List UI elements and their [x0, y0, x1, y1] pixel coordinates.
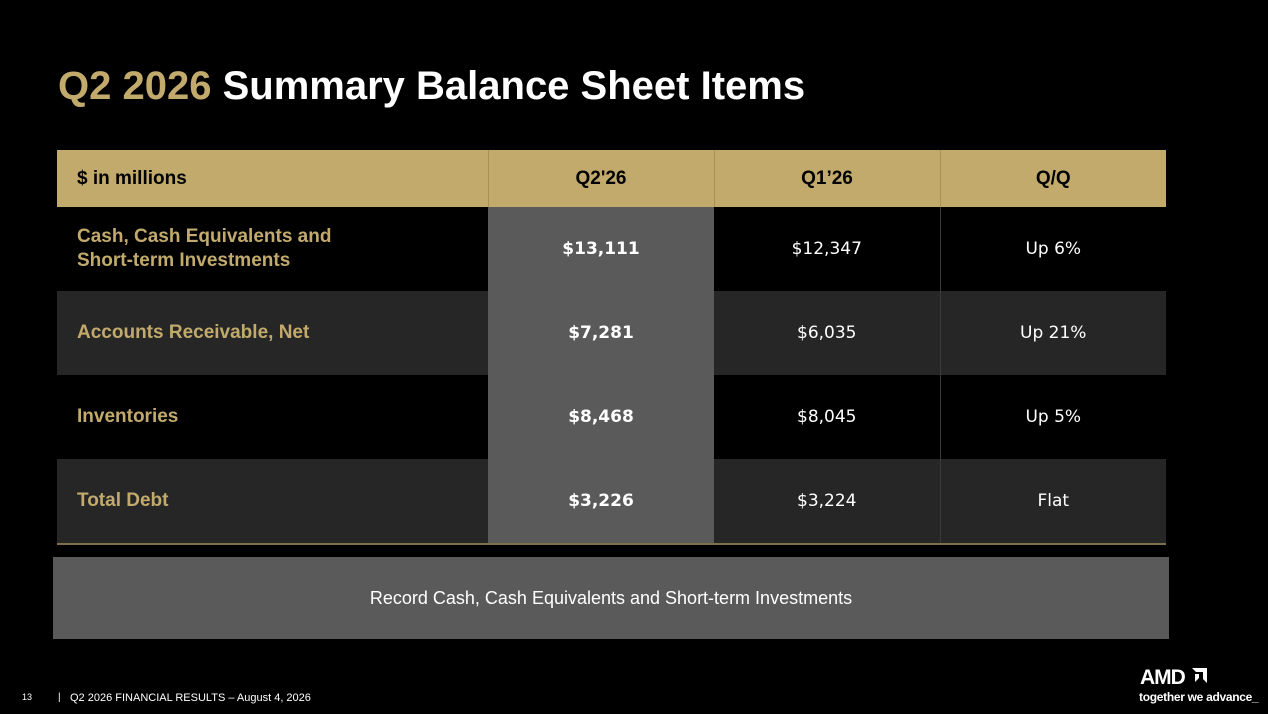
- cell-qq-value: Up 21%: [940, 291, 1166, 375]
- cell-q1-value: $6,035: [714, 291, 941, 375]
- cell-q1-value: $3,224: [714, 459, 941, 545]
- cell-q2-value: $7,281: [488, 291, 714, 375]
- table-row: Accounts Receivable, Net $7,281 $6,035 U…: [57, 291, 1166, 375]
- callout-text: Record Cash, Cash Equivalents and Short-…: [369, 587, 853, 608]
- header-units: $ in millions: [57, 150, 489, 207]
- table-row: Total Debt $3,226 $3,224 Flat: [57, 459, 1166, 545]
- logo-tagline: together we advance_: [1139, 690, 1259, 704]
- header-q1-26: Q1’26: [714, 150, 941, 207]
- row-label-total-debt: Total Debt: [57, 459, 488, 545]
- cell-q1-value: $8,045: [714, 375, 941, 459]
- cell-q2-value: $13,111: [488, 207, 714, 291]
- header-qq: Q/Q: [940, 150, 1166, 207]
- header-q2-26: Q2'26: [488, 150, 715, 207]
- amd-arrow-icon: [1192, 668, 1207, 683]
- cell-q2-value: $3,226: [488, 459, 714, 545]
- cell-q2-value: $8,468: [488, 375, 714, 459]
- footer-text: Q2 2026 FINANCIAL RESULTS – August 4, 20…: [70, 692, 311, 704]
- title-text: Summary Balance Sheet Items: [222, 64, 806, 108]
- footer-separator: |: [58, 692, 61, 703]
- page-number: 13: [22, 692, 33, 702]
- table-row: Inventories $8,468 $8,045 Up 5%: [57, 375, 1166, 459]
- row-label-inventories: Inventories: [57, 375, 488, 459]
- balance-sheet-table: $ in millions Q2'26 Q1’26 Q/Q Cash, Cash…: [57, 150, 1166, 545]
- callout-banner: Record Cash, Cash Equivalents and Short-…: [53, 557, 1169, 639]
- cell-qq-value: Up 6%: [940, 207, 1166, 291]
- cell-qq-value: Flat: [940, 459, 1166, 545]
- row-label-receivables: Accounts Receivable, Net: [57, 291, 488, 375]
- amd-logo: AMD together we advance_: [1138, 666, 1263, 710]
- footer: 13 | Q2 2026 FINANCIAL RESULTS – August …: [0, 689, 600, 709]
- cell-q1-value: $12,347: [714, 207, 941, 291]
- table-header-row: $ in millions Q2'26 Q1’26 Q/Q: [57, 150, 1166, 207]
- logo-wordmark: AMD: [1140, 666, 1186, 689]
- title-quarter: Q2 2026: [58, 64, 212, 108]
- page-title: Q2 2026 Summary Balance Sheet Items: [58, 64, 805, 109]
- row-label-cash: Cash, Cash Equivalents and Short-term In…: [57, 207, 488, 291]
- table-row: Cash, Cash Equivalents and Short-term In…: [57, 207, 1166, 291]
- cell-qq-value: Up 5%: [940, 375, 1166, 459]
